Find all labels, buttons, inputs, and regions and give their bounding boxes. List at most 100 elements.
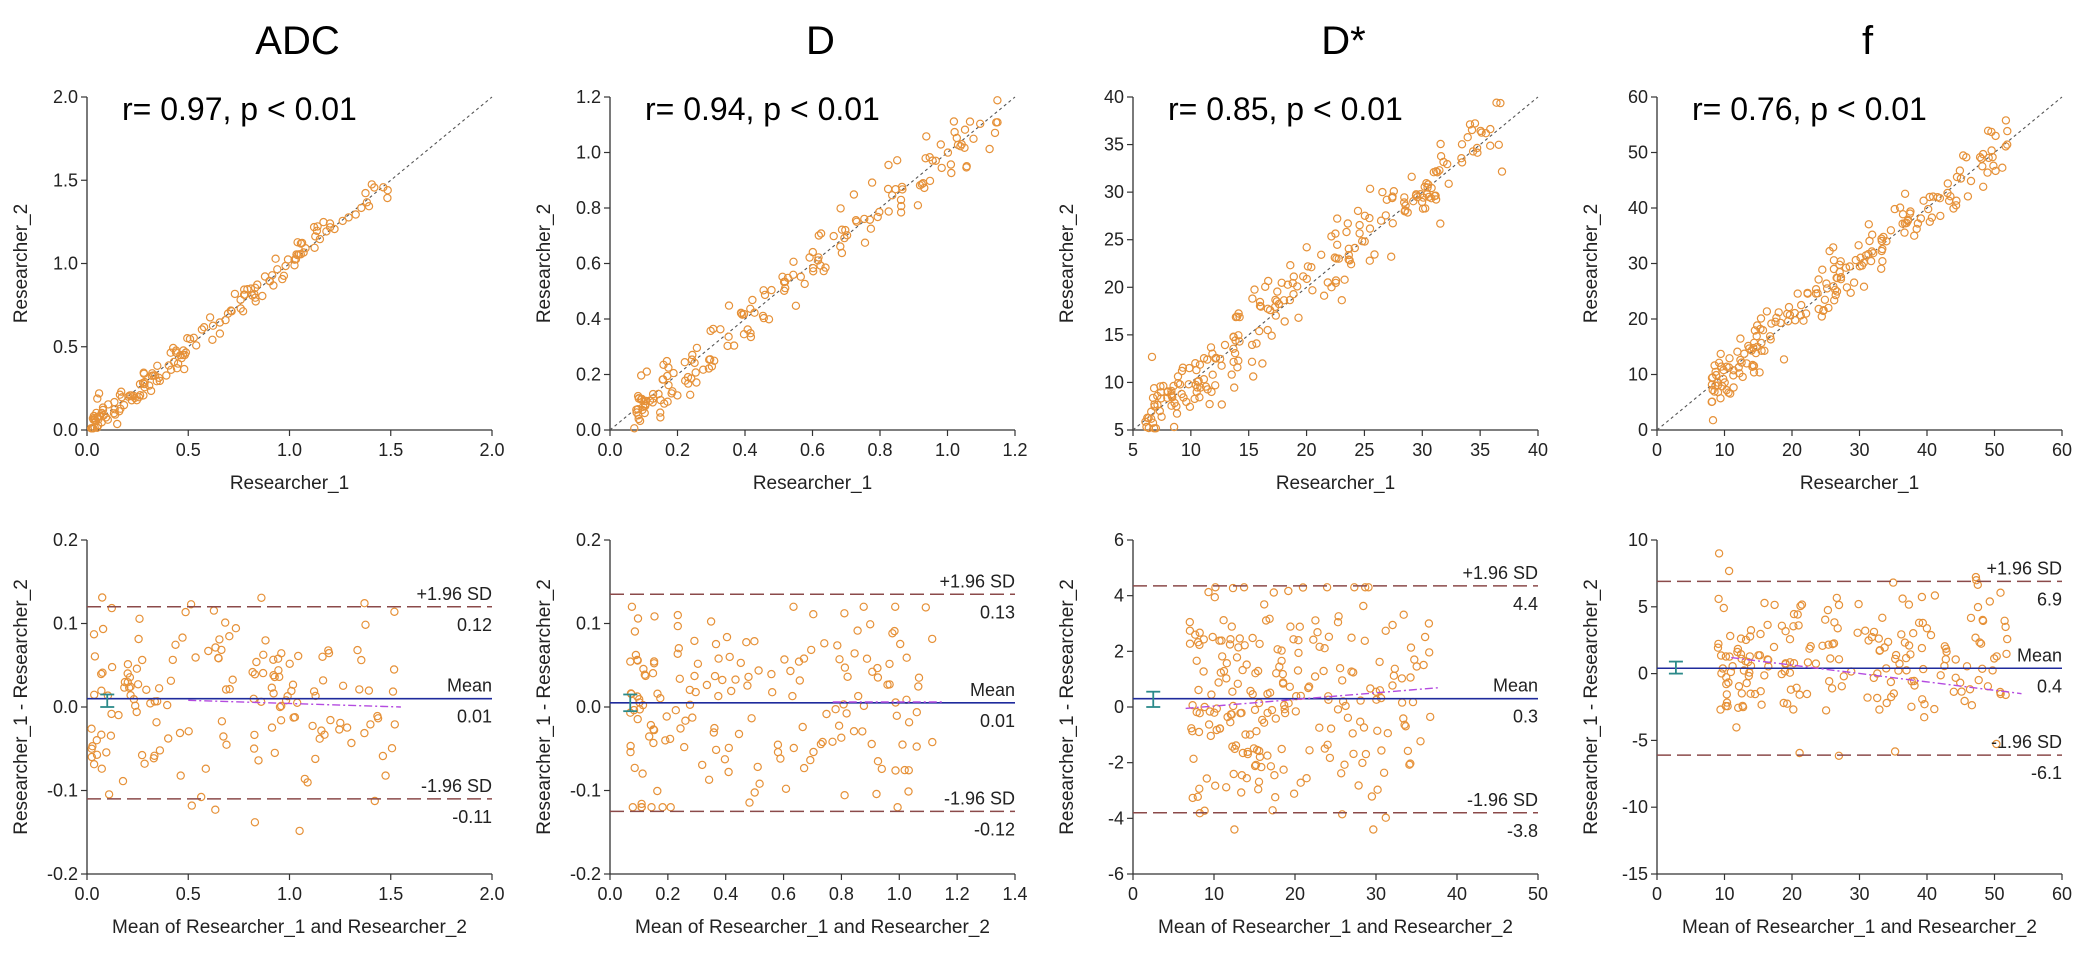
dstar-ba-point: [1265, 614, 1274, 624]
dstar-ba-point: [1268, 806, 1277, 815]
d-corr-point: [813, 256, 823, 265]
d-corr-point: [748, 295, 757, 305]
d-ba-point: [637, 799, 646, 809]
f-ba-point: [1882, 698, 1891, 708]
f-ba-point: [1713, 643, 1723, 652]
dstar-ba-point: [1215, 724, 1225, 733]
adc-corr-point: [116, 387, 126, 396]
d-corr-point: [840, 233, 849, 243]
dstar-corr-point: [1424, 192, 1434, 202]
dstar-corr-point: [1210, 381, 1220, 390]
dstar-ba-point: [1397, 674, 1407, 683]
d-corr-chart: Dr= 0.94, p < 0.01 0.0 0.2 0.4 0.6 0.8 1.0 1.2 0…: [534, 19, 1028, 494]
f-ba-chart: 0 10 20 30 40 50 60 -15 -10 -5 0 5 10 Mean of Researc…: [1581, 530, 2072, 938]
f-corr-point: [1799, 316, 1808, 325]
f-ba-point: [1860, 626, 1870, 635]
d-corr-point: [956, 141, 965, 151]
dstar-ba-point: [1185, 626, 1195, 635]
dstar-ba-y-tick-label: 6: [1114, 530, 1124, 550]
f-ba-point: [1725, 631, 1735, 641]
dstar-ba-point: [1289, 635, 1298, 644]
adc-corr-point: [176, 350, 185, 360]
dstar-ba-point: [1291, 707, 1301, 716]
dstar-corr-point: [1388, 219, 1398, 228]
d-ba-point: [835, 655, 844, 664]
d-corr-point: [699, 365, 708, 374]
adc-corr-point: [185, 334, 195, 344]
dstar-ba-point: [1360, 583, 1370, 592]
dstar-ba-point: [1313, 628, 1322, 637]
f-ba-point: [1789, 622, 1798, 631]
dstar-ba-point: [1217, 636, 1226, 645]
dstar-ba-point: [1195, 784, 1204, 794]
f-corr-point: [1803, 289, 1812, 298]
dstar-ba-mean-label: Mean: [1493, 676, 1538, 696]
f-corr-x-tick-label: 50: [1984, 440, 2004, 460]
adc-ba-point: [269, 655, 278, 665]
dstar-ba-point: [1333, 618, 1343, 627]
f-corr-point: [1864, 220, 1874, 229]
d-ba-point: [640, 670, 650, 679]
f-ba-point: [1972, 576, 1981, 585]
dstar-corr-point: [1407, 172, 1416, 181]
f-ba-point: [1978, 616, 1988, 626]
dstar-ba-point: [1340, 760, 1349, 769]
d-ba-x-tick-label: 0.2: [655, 884, 680, 904]
d-ba-point: [893, 803, 902, 812]
dstar-ba-point: [1199, 635, 1209, 644]
d-ba-point: [658, 803, 667, 812]
dstar-corr-point: [1207, 387, 1216, 397]
adc-ba-point: [132, 664, 142, 673]
dstar-corr-point: [1360, 211, 1370, 220]
f-corr-y-label: Researcher_2: [1581, 204, 1602, 323]
f-ba-point: [1823, 605, 1833, 615]
d-corr-point: [805, 253, 814, 262]
f-ba-regression-line: [1731, 656, 2022, 695]
adc-ba-point: [373, 714, 383, 723]
dstar-ba-point: [1188, 793, 1197, 803]
dstar-corr-point: [1230, 349, 1240, 358]
f-corr-point: [1867, 230, 1877, 239]
dstar-ba-point: [1372, 695, 1381, 704]
f-ba-point: [1826, 654, 1835, 663]
adc-ba-point: [250, 730, 259, 740]
dstar-corr-point: [1298, 272, 1308, 281]
f-corr-point: [1943, 179, 1953, 188]
d-corr-point: [896, 195, 906, 205]
d-ba-point: [862, 654, 872, 663]
f-ba-point: [1796, 601, 1805, 611]
dstar-ba-point: [1267, 705, 1277, 715]
f-ba-point: [1785, 668, 1795, 677]
d-ba-point: [631, 650, 641, 660]
adc-corr-point: [99, 411, 108, 420]
d-ba-chart: 0.0 0.2 0.4 0.6 0.8 1.0 1.2 1.4 -0.2 -0.1 0.0 0.1 0.…: [534, 530, 1028, 938]
dstar-ba-point: [1403, 746, 1413, 756]
f-corr-point: [1771, 317, 1780, 326]
f-ba-point: [1734, 682, 1744, 691]
f-corr-point: [1716, 394, 1725, 403]
adc-ba-point: [293, 698, 302, 708]
adc-ba-point: [370, 796, 379, 806]
adc-ba-point: [92, 750, 102, 760]
adc-ba-point: [87, 752, 97, 762]
dstar-corr-point: [1178, 363, 1188, 372]
f-corr-point: [1824, 303, 1833, 313]
f-corr-point: [1933, 192, 1942, 202]
adc-corr-point: [310, 243, 319, 252]
d-corr-point: [686, 390, 695, 399]
adc-ba-y-tick-label: -0.2: [47, 864, 78, 884]
adc-corr-point: [226, 306, 236, 315]
d-ba-point: [626, 741, 635, 751]
adc-corr-point: [139, 391, 148, 400]
dstar-corr-point: [1157, 412, 1166, 421]
d-ba-mean-value: 0.01: [980, 711, 1015, 731]
f-corr-point: [1828, 243, 1838, 252]
d-ba-point: [834, 721, 844, 730]
f-corr-point: [1944, 196, 1954, 205]
dstar-corr-point: [1302, 243, 1311, 252]
dstar-corr-point: [1350, 243, 1360, 253]
dstar-corr-point: [1344, 250, 1354, 260]
dstar-ba-point: [1359, 601, 1368, 611]
adc-ba-point: [163, 734, 173, 743]
adc-corr-point: [199, 323, 209, 332]
